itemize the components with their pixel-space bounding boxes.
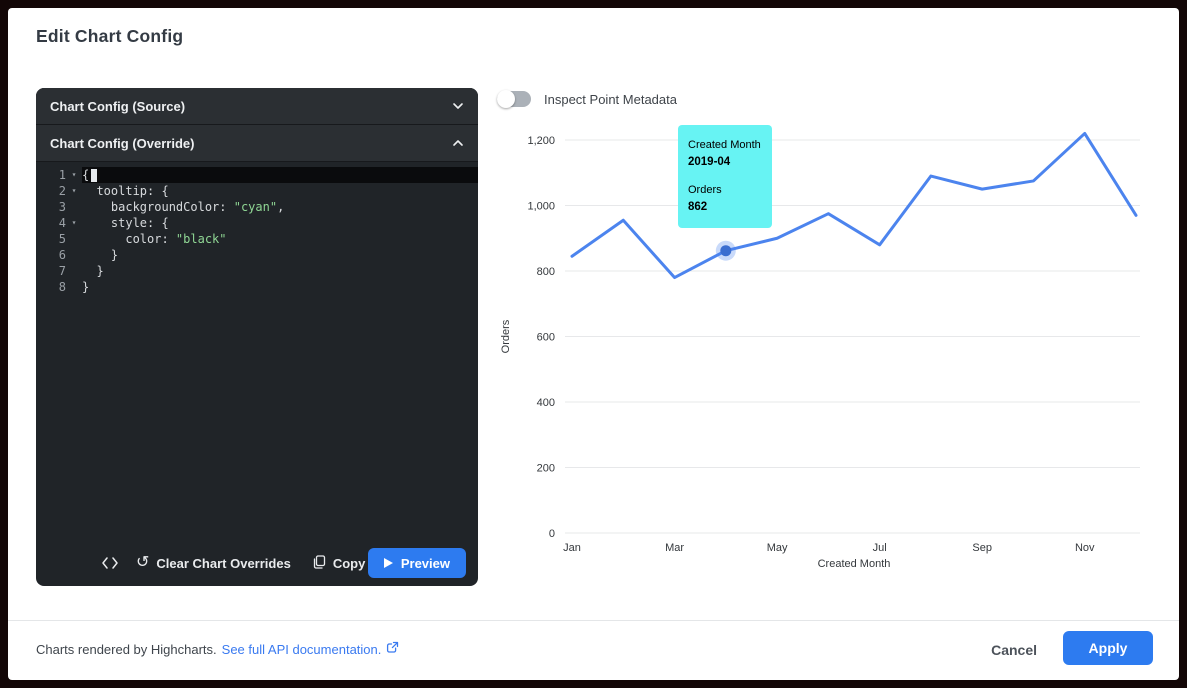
code-line-5[interactable]: 5 color: "black" [36,231,478,247]
fold-caret-icon[interactable]: ▾ [71,186,77,195]
code-line-8[interactable]: 8} [36,279,478,295]
code-editor-area[interactable]: 1 ▾{2 ▾ tooltip: {3 backgroundColor: "cyan… [36,162,478,540]
x-tick-label: Mar [665,542,684,554]
orders-line-chart[interactable]: 0 200 400 600 800 1,000 1,200 Jan Mar May Jul Sep No… [495,115,1157,585]
y-tick-label: 200 [537,463,555,475]
line-number: 3 [58,200,66,214]
copy-icon [313,554,326,572]
line-number: 5 [58,232,66,246]
editor-toolbar: ↺ Clear Chart Overrides Copy Preview [36,540,478,586]
line-number: 7 [58,264,66,278]
clear-chart-overrides-button[interactable]: ↺ Clear Chart Overrides [136,554,291,571]
line-number: 4 [58,216,66,230]
chart-config-editor: Chart Config (Source) Chart Config (Over… [36,88,478,586]
inspect-point-metadata-toggle[interactable] [497,90,531,108]
code-text: } [82,280,90,294]
external-link-icon [386,641,399,657]
clear-overrides-label: Clear Chart Overrides [156,555,291,571]
code-brackets-icon[interactable] [102,557,118,569]
x-tick-label: Jan [563,542,581,554]
code-text: { [82,167,478,183]
tooltip-series-label: Orders [688,184,722,196]
play-icon [383,556,393,571]
fold-spacer [66,231,82,247]
chart-tooltip: Created Month 2019-04 Orders 862 [678,125,772,228]
y-tick-label: 1,000 [527,201,555,213]
text-caret [91,169,98,182]
code-text: } [82,264,104,278]
line-number: 1 [58,168,66,182]
revert-icon: ↺ [136,554,150,571]
api-documentation-link[interactable]: See full API documentation. [222,641,400,657]
tooltip-series-value: 862 [688,201,708,213]
code-line-7[interactable]: 7 } [36,263,478,279]
fold-spacer [66,247,82,263]
chevron-down-icon [452,100,464,112]
api-doc-link-text: See full API documentation. [221,641,382,657]
tooltip-x-label: Created Month [688,139,761,151]
line-number: 2 [58,184,66,198]
code-text: backgroundColor: "cyan", [82,200,285,214]
fold-spacer [66,279,82,295]
y-tick-label: 1,200 [527,135,555,147]
code-text: style: { [82,216,169,230]
orders-series-line[interactable] [570,131,1138,280]
x-tick-label: Nov [1075,542,1095,554]
highcharts-credit: Charts rendered by Highcharts. See full … [36,641,399,657]
code-line-4[interactable]: 4 ▾ style: { [36,215,478,231]
page-title: Edit Chart Config [36,26,184,46]
fold-spacer [66,263,82,279]
y-tick-label: 600 [537,332,555,344]
x-tick-label: May [767,542,788,554]
y-tick-label: 0 [549,528,555,540]
footer-divider [8,620,1179,621]
copy-label: Copy [332,555,366,571]
highlighted-point-marker[interactable] [720,245,732,257]
code-line-6[interactable]: 6 } [36,247,478,263]
code-line-2[interactable]: 2 ▾ tooltip: { [36,183,478,199]
line-number: 6 [58,248,66,262]
code-text: } [82,248,119,262]
y-tick-label: 800 [537,266,555,278]
chart-preview-area: 0 200 400 600 800 1,000 1,200 Jan Mar May Jul Sep No… [495,115,1157,585]
fold-spacer [66,199,82,215]
fold-caret-icon[interactable]: ▾ [71,170,77,179]
code-line-1[interactable]: 1 ▾ { [36,167,478,183]
code-line-3[interactable]: 3 backgroundColor: "cyan", [36,199,478,215]
x-axis-title: Created Month [818,558,891,570]
x-tick-label: Sep [972,542,992,554]
y-axis-title: Orders [500,319,512,353]
inspect-metadata-row: Inspect Point Metadata [497,90,677,108]
cancel-button[interactable]: Cancel [981,634,1047,666]
code-text: color: "black" [82,232,227,246]
section-override-label: Chart Config (Override) [50,135,195,151]
tooltip-x-value: 2019-04 [688,156,731,168]
credit-text: Charts rendered by Highcharts. [36,641,217,657]
section-header-source[interactable]: Chart Config (Source) [36,88,478,125]
section-header-override[interactable]: Chart Config (Override) [36,125,478,162]
chevron-up-icon [452,137,464,149]
preview-button[interactable]: Preview [367,548,466,578]
edit-chart-config-modal: Edit Chart Config Chart Config (Source) … [8,8,1179,680]
line-number: 8 [58,280,66,294]
section-source-label: Chart Config (Source) [50,98,186,114]
fold-caret-icon[interactable]: ▾ [71,218,77,227]
inspect-toggle-label: Inspect Point Metadata [544,91,677,107]
toggle-knob [497,90,515,108]
apply-button[interactable]: Apply [1063,631,1153,665]
preview-label: Preview [400,555,450,571]
code-text: tooltip: { [82,184,169,198]
x-tick-label: Jul [873,542,887,554]
copy-button[interactable]: Copy [313,554,366,572]
y-tick-label: 400 [537,397,555,409]
